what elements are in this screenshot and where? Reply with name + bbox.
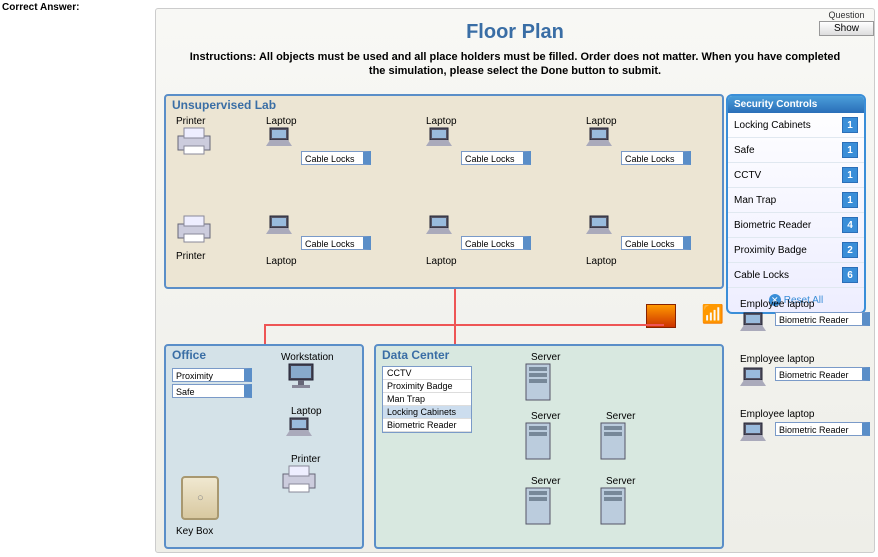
wire	[264, 324, 664, 326]
control-label: Cable Locks	[734, 270, 789, 281]
employee-laptop-2: Employee laptop Biometric Reader	[740, 354, 870, 381]
control-count: 4	[842, 217, 858, 233]
control-cable-locks[interactable]: Cable Locks 6	[728, 263, 864, 288]
server-label: Server	[531, 411, 560, 422]
control-count: 1	[842, 117, 858, 133]
laptop-icon	[740, 423, 770, 445]
printer-icon	[176, 128, 212, 156]
control-label: Biometric Reader	[734, 220, 811, 231]
control-locking-cabinets[interactable]: Locking Cabinets 1	[728, 113, 864, 138]
printer-label: Printer	[291, 454, 320, 465]
laptop-label: Laptop	[586, 116, 617, 127]
control-label: Locking Cabinets	[734, 120, 811, 131]
security-controls-panel: Security Controls Locking Cabinets 1 Safe…	[726, 94, 866, 314]
server-label: Server	[531, 352, 560, 363]
show-button[interactable]: Show	[819, 21, 874, 36]
control-count: 1	[842, 142, 858, 158]
dc-stack-item[interactable]: Locking Cabinets	[383, 406, 471, 419]
server-icon	[601, 423, 625, 459]
control-biometric[interactable]: Biometric Reader 4	[728, 213, 864, 238]
zone-office: Office Proximity Badge Safe Workstation …	[164, 344, 364, 549]
laptop-icon	[286, 418, 316, 440]
server-icon	[601, 488, 625, 524]
question-label: Question	[819, 9, 874, 21]
keybox-icon	[181, 476, 219, 520]
control-count: 6	[842, 267, 858, 283]
laptop-icon	[740, 368, 770, 390]
dc-stack-item[interactable]: Proximity Badge	[383, 380, 471, 393]
dc-control-stack[interactable]: CCTV Proximity Badge Man Trap Locking Ca…	[382, 366, 472, 433]
control-label: Man Trap	[734, 195, 776, 206]
laptop-icon	[586, 128, 616, 150]
keybox-label: Key Box	[176, 526, 213, 537]
laptop-label: Laptop	[426, 256, 457, 267]
printer-icon	[281, 466, 317, 494]
control-safe[interactable]: Safe 1	[728, 138, 864, 163]
zone-dc: Data Center CCTV Proximity Badge Man Tra…	[374, 344, 724, 549]
emp-laptop-label: Employee laptop	[740, 299, 870, 310]
printer-icon	[176, 216, 212, 244]
control-count: 2	[842, 242, 858, 258]
control-label: Proximity Badge	[734, 245, 807, 256]
zone-lab-title: Unsupervised Lab	[166, 96, 722, 114]
workstation-label: Workstation	[281, 352, 334, 363]
laptop-label: Laptop	[266, 256, 297, 267]
server-icon	[526, 364, 550, 400]
server-icon	[526, 423, 550, 459]
lab-dropdown-4[interactable]: Cable Locks	[301, 236, 371, 250]
laptop-icon	[266, 128, 296, 150]
control-label: Safe	[734, 145, 755, 156]
correct-answer-label: Correct Answer:	[2, 2, 79, 13]
laptop-label: Laptop	[291, 406, 322, 417]
printer-label: Printer	[176, 116, 205, 127]
dc-stack-item[interactable]: Man Trap	[383, 393, 471, 406]
instructions-text: Instructions: All objects must be used a…	[156, 50, 874, 87]
page-title: Floor Plan	[156, 9, 874, 50]
dc-stack-item[interactable]: CCTV	[383, 367, 471, 380]
laptop-label: Laptop	[266, 116, 297, 127]
lab-dropdown-3[interactable]: Cable Locks	[621, 151, 691, 165]
emp-laptop-dropdown[interactable]: Biometric Reader	[775, 367, 870, 381]
zone-lab: Unsupervised Lab Printer Laptop Cable Lo…	[164, 94, 724, 289]
control-count: 1	[842, 192, 858, 208]
control-man-trap[interactable]: Man Trap 1	[728, 188, 864, 213]
emp-laptop-label: Employee laptop	[740, 354, 870, 365]
emp-laptop-dropdown[interactable]: Biometric Reader	[775, 422, 870, 436]
server-icon	[526, 488, 550, 524]
laptop-icon	[740, 313, 770, 335]
control-count: 1	[842, 167, 858, 183]
lab-dropdown-1[interactable]: Cable Locks	[301, 151, 371, 165]
employee-laptop-1: Employee laptop Biometric Reader	[740, 299, 870, 326]
laptop-icon	[586, 216, 616, 238]
employee-laptop-3: Employee laptop Biometric Reader	[740, 409, 870, 436]
control-proximity[interactable]: Proximity Badge 2	[728, 238, 864, 263]
laptop-icon	[426, 128, 456, 150]
control-label: CCTV	[734, 170, 761, 181]
laptop-icon	[426, 216, 456, 238]
laptop-label: Laptop	[586, 256, 617, 267]
control-cctv[interactable]: CCTV 1	[728, 163, 864, 188]
server-label: Server	[606, 476, 635, 487]
emp-laptop-dropdown[interactable]: Biometric Reader	[775, 312, 870, 326]
office-dropdown-1[interactable]: Proximity Badge	[172, 368, 252, 382]
server-label: Server	[606, 411, 635, 422]
workstation-icon	[286, 364, 316, 392]
simulation-panel: Question Show Floor Plan Instructions: A…	[155, 8, 875, 553]
lab-dropdown-6[interactable]: Cable Locks	[621, 236, 691, 250]
server-label: Server	[531, 476, 560, 487]
laptop-icon	[266, 216, 296, 238]
emp-laptop-label: Employee laptop	[740, 409, 870, 420]
lab-dropdown-5[interactable]: Cable Locks	[461, 236, 531, 250]
printer-label: Printer	[176, 251, 205, 262]
office-dropdown-2[interactable]: Safe	[172, 384, 252, 398]
lab-dropdown-2[interactable]: Cable Locks	[461, 151, 531, 165]
controls-header: Security Controls	[728, 96, 864, 113]
dc-stack-item[interactable]: Biometric Reader	[383, 419, 471, 432]
laptop-label: Laptop	[426, 116, 457, 127]
